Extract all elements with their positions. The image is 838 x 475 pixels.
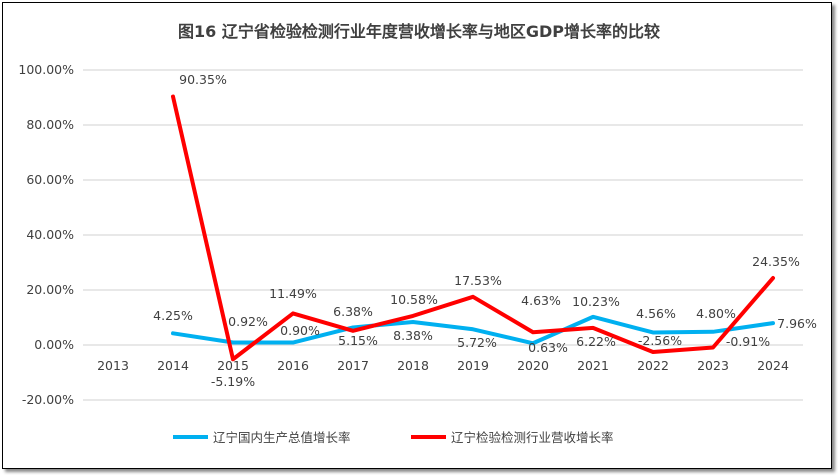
data-label: 0.90% [280,323,320,338]
data-label: 5.15% [338,333,378,348]
x-tick-label: 2017 [337,358,369,373]
x-tick-label: 2019 [457,358,489,373]
y-tick-label: 40.00% [26,227,74,242]
x-tick-label: 2020 [517,358,549,373]
x-tick-label: 2015 [217,358,249,373]
x-tick-label: 2014 [157,358,189,373]
data-label: 6.22% [576,334,616,349]
data-label: -5.19% [211,374,255,389]
data-label: 5.72% [457,335,497,350]
data-label: 6.38% [333,304,373,319]
data-label: 24.35% [752,254,800,269]
data-label: 4.63% [521,293,561,308]
data-label: 11.49% [269,286,317,301]
data-label: 8.38% [393,328,433,343]
data-label: 4.56% [636,306,676,321]
data-label: 7.96% [777,316,817,331]
data-label: 0.92% [228,314,268,329]
data-label: 17.53% [454,273,502,288]
data-label: 0.63% [528,340,568,355]
data-label: 4.25% [153,308,193,323]
data-label: -2.56% [638,333,682,348]
x-tick-label: 2023 [697,358,729,373]
y-tick-label: -20.00% [22,392,74,407]
legend-label: 辽宁检验检测行业营收增长率 [451,430,614,445]
y-tick-label: 80.00% [26,117,74,132]
x-tick-label: 2024 [757,358,789,373]
legend-label: 辽宁国内生产总值增长率 [213,430,351,445]
y-tick-label: 100.00% [18,62,74,77]
y-tick-label: 20.00% [26,282,74,297]
x-tick-label: 2022 [637,358,669,373]
data-label: -0.91% [726,334,770,349]
x-tick-label: 2016 [277,358,309,373]
y-tick-label: 0.00% [34,337,74,352]
x-tick-label: 2018 [397,358,429,373]
data-label: 10.23% [572,294,620,309]
x-tick-label: 2021 [577,358,609,373]
data-label: 10.58% [390,292,438,307]
y-tick-label: 60.00% [26,172,74,187]
x-tick-label: 2013 [97,358,129,373]
chart-title: 图16 辽宁省检验检测行业年度营收增长率与地区GDP增长率的比较 [178,22,660,41]
data-label: 90.35% [179,72,227,87]
data-label: 4.80% [696,306,736,321]
